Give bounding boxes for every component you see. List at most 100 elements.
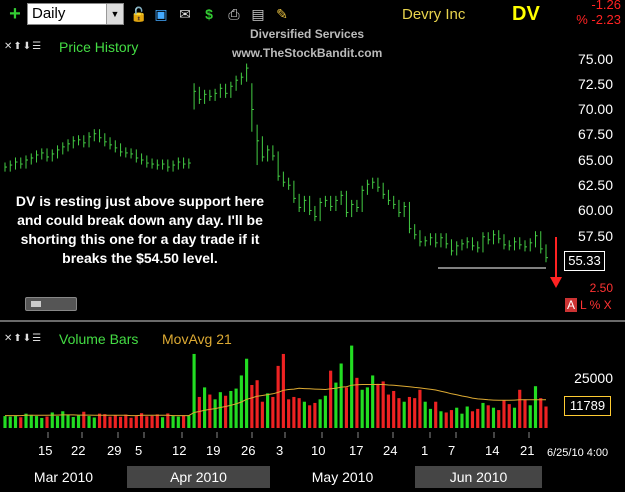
x-tick-day: 12 xyxy=(172,443,187,458)
x-tick-day: 17 xyxy=(349,443,364,458)
volume-bar xyxy=(103,414,107,428)
card-icon[interactable]: ▤ xyxy=(251,6,265,22)
last-date: 6/25/10 4:00 xyxy=(547,447,609,459)
x-tick-day: 29 xyxy=(107,443,122,458)
dollar-icon[interactable]: $ xyxy=(205,6,213,22)
volume-bar xyxy=(533,386,538,428)
volume-bar xyxy=(376,383,380,428)
volume-bar xyxy=(334,382,338,428)
moving-average-value: 11789 xyxy=(564,396,611,416)
month-label: Mar 2010 xyxy=(33,469,94,485)
volume-bar xyxy=(386,394,391,428)
moving-average-line xyxy=(5,384,546,417)
month-label: Jun 2010 xyxy=(415,466,542,488)
lock-icon[interactable]: 🔓 xyxy=(130,6,148,22)
volume-bar xyxy=(381,381,385,428)
volume-bar xyxy=(108,416,112,428)
watermark-site: www.TheStockBandit.com xyxy=(232,46,383,60)
volume-bar xyxy=(544,406,548,428)
volume-bar xyxy=(502,400,506,428)
chevron-down-icon[interactable]: ▼ xyxy=(106,4,123,24)
volume-bar xyxy=(323,395,327,428)
trade-note: DV is resting just above support here an… xyxy=(15,193,265,266)
volume-bar xyxy=(449,410,454,428)
email-icon[interactable]: ✉ xyxy=(179,6,191,22)
y-tick: 60.00 xyxy=(577,202,613,218)
toolbar: + Daily ▼ 🔓 ▣ ✉ $ ⎙ ▤ ✎ Devry Inc DV -1.… xyxy=(0,0,625,30)
watermark-sector: Diversified Services xyxy=(250,27,365,41)
volume-bar xyxy=(281,353,285,428)
volume-bar xyxy=(19,417,23,428)
volume-bar xyxy=(423,401,427,428)
volume-bar xyxy=(470,411,475,428)
volume-bar xyxy=(302,401,306,428)
scale-mode-options[interactable]: L % X xyxy=(580,298,612,312)
x-tick-day: 26 xyxy=(241,443,256,458)
volume-bar xyxy=(313,402,317,428)
volume-bar xyxy=(187,415,191,428)
volume-bar xyxy=(82,411,86,428)
volume-bar xyxy=(292,396,296,428)
y-tick: 62.50 xyxy=(577,177,613,193)
change-percent: % -2.23 xyxy=(576,12,621,27)
volume-bar xyxy=(218,392,222,428)
panel-divider[interactable] xyxy=(0,320,625,322)
volume-bar xyxy=(166,413,170,428)
volume-bar xyxy=(160,417,165,428)
volume-bar xyxy=(124,414,128,428)
volume-bar xyxy=(486,405,490,428)
panel-tools[interactable]: ✕⬆⬇☰ xyxy=(4,41,43,52)
company-name: Devry Inc xyxy=(402,6,466,23)
print-icon[interactable]: ⎙ xyxy=(228,6,240,22)
month-label: May 2010 xyxy=(311,469,374,485)
add-chart-icon[interactable]: + xyxy=(9,3,21,25)
x-tick-day: 1 xyxy=(421,443,429,458)
volume-bar xyxy=(50,412,54,428)
volume-bar xyxy=(229,390,233,428)
volume-bar xyxy=(34,416,39,428)
period-value: Daily xyxy=(32,5,66,22)
volume-bar xyxy=(150,415,154,428)
period-select[interactable]: Daily ▼ xyxy=(27,3,124,25)
volume-bar xyxy=(155,414,159,428)
volume-bar xyxy=(460,413,464,428)
x-tick-day: 19 xyxy=(206,443,221,458)
y-tick: 67.50 xyxy=(577,126,613,142)
volume-bar xyxy=(339,363,343,428)
x-tick-day: 5 xyxy=(135,443,143,458)
pencil-icon[interactable]: ✎ xyxy=(276,6,288,22)
volume-panel-title: Volume Bars xyxy=(59,331,139,347)
volume-bar xyxy=(260,401,264,428)
volume-bar xyxy=(476,408,480,428)
scale-mode-a[interactable]: A xyxy=(565,298,578,312)
volume-panel-tools[interactable]: ✕⬆⬇☰ xyxy=(4,333,43,344)
volume-bar xyxy=(329,370,333,428)
volume-bar xyxy=(203,387,207,428)
volume-bar xyxy=(439,411,443,428)
volume-bar xyxy=(407,396,412,428)
volume-bar xyxy=(360,389,364,428)
volume-bar xyxy=(3,416,7,428)
y-tick: 72.50 xyxy=(577,76,613,92)
volume-bar xyxy=(192,353,196,428)
x-tick-day: 3 xyxy=(276,443,284,458)
volume-bar xyxy=(434,401,438,428)
volume-bar xyxy=(512,407,517,428)
ticker-symbol: DV xyxy=(512,3,540,25)
y-tick: 70.00 xyxy=(577,101,613,117)
volume-bar xyxy=(392,390,396,428)
volume-bar xyxy=(208,394,212,428)
range-value: 2.50 xyxy=(589,281,613,295)
save-icon[interactable]: ▣ xyxy=(154,6,168,22)
volume-bar xyxy=(397,398,401,428)
volume-bar xyxy=(355,377,359,428)
volume-bar xyxy=(297,398,301,428)
volume-bar xyxy=(182,415,186,428)
x-tick-day: 7 xyxy=(448,443,456,458)
volume-bar xyxy=(528,405,532,428)
volume-bar xyxy=(66,414,70,428)
scroll-handle[interactable] xyxy=(25,297,77,311)
volume-bar xyxy=(145,416,149,428)
